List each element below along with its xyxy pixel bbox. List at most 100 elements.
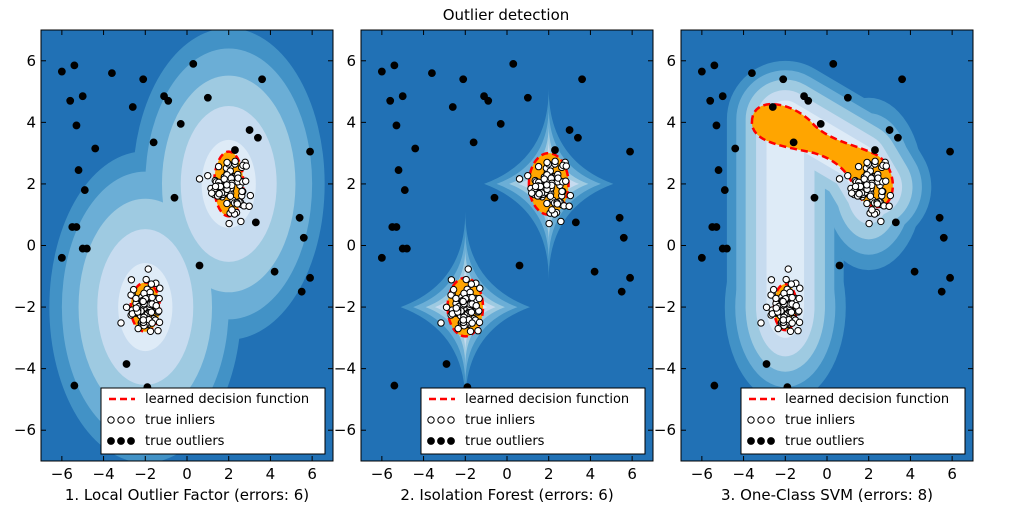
- inlier-point: [779, 316, 788, 324]
- x-tick-label: 0: [502, 465, 512, 483]
- panel-2: −6 −4 −2 0 2 4 6 6 4 2 0 −2 −4 −6 2. Isolation Forest …: [334, 29, 654, 504]
- inlier-point: [882, 162, 890, 170]
- outlier-point: [871, 146, 879, 154]
- outlier-point: [937, 287, 946, 296]
- legend-label: true outliers: [785, 434, 865, 449]
- x-tick-label: −2: [774, 465, 796, 483]
- outlier-point: [574, 133, 582, 142]
- outlier-point: [712, 121, 721, 130]
- inlier-point: [468, 293, 476, 302]
- x-tick-label: 2: [224, 465, 234, 483]
- inlier-point: [792, 302, 800, 310]
- inlier-point: [558, 187, 566, 196]
- y-tick-label: 0: [346, 237, 356, 255]
- legend-marker-inlier: [767, 416, 775, 424]
- inlier-point: [885, 202, 893, 210]
- inlier-point: [866, 192, 875, 200]
- inlier-point: [553, 200, 562, 208]
- outlier-point: [122, 360, 131, 368]
- outlier-point: [306, 147, 314, 156]
- outlier-point: [789, 138, 798, 147]
- outlier-point: [295, 213, 304, 222]
- legend-marker-inlier: [127, 416, 135, 424]
- inlier-point: [784, 265, 792, 273]
- panel-3: −6 −4 −2 0 2 4 6 6 4 2 0 −2 −4 −6 3. One-Class SVM (er…: [654, 29, 974, 504]
- outlier-point: [388, 223, 397, 231]
- outlier-point: [843, 93, 852, 102]
- inlier-point: [524, 171, 532, 180]
- outlier-point: [245, 126, 254, 134]
- outlier-point: [390, 381, 399, 390]
- inlier-point: [214, 162, 223, 171]
- x-tick-label: 0: [822, 465, 832, 483]
- outlier-point: [411, 144, 420, 153]
- inlier-point: [535, 190, 543, 198]
- outlier-point: [697, 67, 706, 76]
- inlier-point: [223, 158, 231, 167]
- inlier-point: [474, 326, 482, 335]
- inlier-point: [447, 276, 456, 284]
- y-tick-label: 2: [346, 175, 356, 193]
- outlier-point: [779, 75, 788, 84]
- inlier-point: [762, 303, 771, 311]
- outlier-point: [894, 133, 902, 142]
- inlier-point: [245, 202, 253, 210]
- inlier-point: [148, 319, 156, 327]
- y-tick-label: 0: [26, 237, 36, 255]
- outlier-point: [626, 147, 634, 156]
- legend-marker-inlier: [437, 416, 445, 424]
- inlier-point: [476, 284, 484, 292]
- outlier-point: [565, 126, 574, 134]
- outlier-point: [251, 218, 260, 227]
- outlier-point: [898, 75, 906, 84]
- outlier-point: [935, 213, 944, 222]
- legend-label: learned decision function: [785, 392, 949, 407]
- inlier-point: [237, 217, 245, 226]
- x-tick-label: 4: [906, 465, 916, 483]
- legend-marker-outlier: [747, 437, 755, 445]
- x-tick-label: 4: [266, 465, 276, 483]
- outlier-point: [469, 138, 478, 147]
- outlier-point: [496, 119, 505, 128]
- outlier-point: [804, 96, 813, 105]
- y-tick-label: −2: [14, 298, 36, 316]
- inlier-point: [795, 318, 804, 327]
- inlier-point: [562, 177, 570, 185]
- outlier-point: [386, 96, 395, 105]
- y-tick-label: −6: [334, 421, 356, 439]
- outlier-point: [80, 186, 89, 194]
- outlier-point: [619, 233, 628, 242]
- inlier-point: [871, 157, 879, 166]
- inlier-point: [223, 181, 231, 189]
- inlier-point: [769, 285, 778, 294]
- outlier-point: [377, 67, 386, 76]
- x-tick-label: −6: [691, 465, 713, 483]
- inlier-point: [788, 293, 796, 302]
- inlier-point: [452, 294, 460, 303]
- x-tick-label: 2: [864, 465, 874, 483]
- inlier-point: [234, 174, 242, 182]
- y-tick-label: −4: [334, 360, 356, 378]
- legend-label: true outliers: [465, 434, 545, 449]
- legend-label: true inliers: [145, 413, 215, 428]
- inlier-point: [543, 199, 551, 208]
- inlier-point: [794, 326, 802, 335]
- inlier-point: [195, 175, 204, 183]
- legend-marker-outlier: [127, 437, 135, 445]
- inlier-point: [878, 187, 886, 196]
- outlier-point: [571, 218, 580, 227]
- legend-marker-inlier: [107, 416, 115, 424]
- legend: learned decision function true inliers tru…: [740, 387, 966, 455]
- outlier-point: [939, 233, 948, 242]
- legend-marker-outlier: [447, 437, 455, 445]
- outlier-point: [442, 360, 451, 368]
- outlier-point: [394, 166, 403, 174]
- inlier-point: [863, 199, 871, 208]
- x-tick-label: −6: [371, 465, 393, 483]
- outlier-point: [231, 146, 239, 154]
- outlier-point: [706, 96, 715, 105]
- inlier-point: [545, 219, 553, 228]
- outlier-point: [400, 186, 409, 194]
- outlier-point: [299, 233, 308, 242]
- y-tick-label: 4: [346, 113, 356, 131]
